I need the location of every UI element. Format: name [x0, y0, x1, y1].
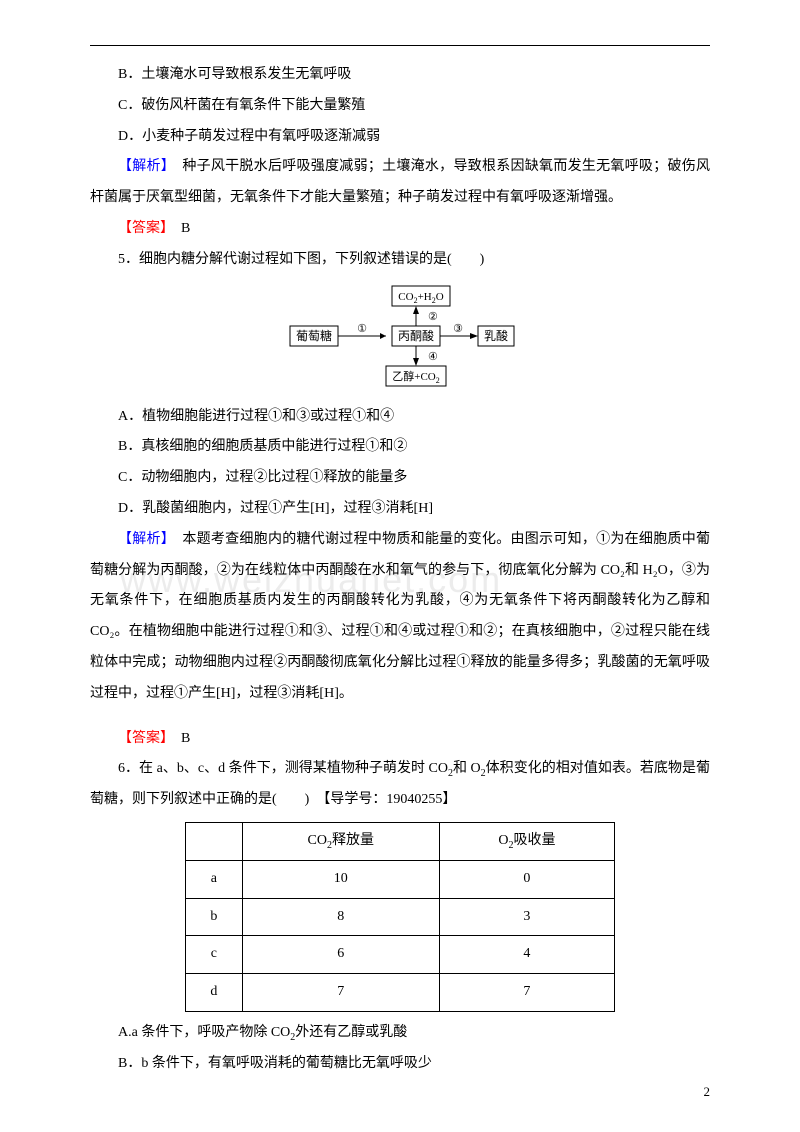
- table-header: [186, 822, 243, 860]
- q5-option-d: D．乳酸菌细胞内，过程①产生[H]，过程③消耗[H]: [90, 494, 710, 525]
- table-cell: d: [186, 974, 243, 1012]
- q5-option-a: A．植物细胞能进行过程①和③或过程①和④: [90, 402, 710, 433]
- table-cell: 10: [242, 860, 439, 898]
- table-cell: b: [186, 898, 243, 936]
- table-cell: 0: [439, 860, 614, 898]
- svg-text:CO2+H2O: CO2+H2O: [398, 291, 443, 305]
- q5-option-b: B．真核细胞的细胞质基质中能进行过程①和②: [90, 432, 710, 463]
- table-cell: c: [186, 936, 243, 974]
- table-row: b 8 3: [186, 898, 615, 936]
- q5-stem: 5．细胞内糖分解代谢过程如下图，下列叙述错误的是( ): [90, 245, 710, 276]
- svg-text:③: ③: [453, 323, 463, 335]
- svg-text:④: ④: [428, 351, 438, 363]
- svg-text:②: ②: [428, 311, 438, 323]
- svg-text:①: ①: [357, 323, 367, 335]
- table-header: O2吸收量: [439, 822, 614, 860]
- q5-option-c: C．动物细胞内，过程②比过程①释放的能量多: [90, 463, 710, 494]
- table-cell: 3: [439, 898, 614, 936]
- q6-option-b: B．b 条件下，有氧呼吸消耗的葡萄糖比无氧呼吸少: [90, 1049, 710, 1080]
- q4-answer: 【答案】 B: [90, 214, 710, 245]
- analysis-label: 【解析】: [118, 532, 168, 547]
- spacer: [90, 710, 710, 724]
- svg-text:乙醇+CO2: 乙醇+CO2: [392, 369, 439, 385]
- q4-option-b: B．土壤淹水可导致根系发生无氧呼吸: [90, 60, 710, 91]
- analysis-text: 本题考查细胞内的糖代谢过程中物质和能量的变化。由图示可知，①为在细胞质中葡萄糖分…: [90, 532, 710, 701]
- table-row: c 6 4: [186, 936, 615, 974]
- q4-analysis: 【解析】 种子风干脱水后呼吸强度减弱；土壤淹水，导致根系因缺氧而发生无氧呼吸；破…: [90, 152, 710, 214]
- analysis-text: 种子风干脱水后呼吸强度减弱；土壤淹水，导致根系因缺氧而发生无氧呼吸；破伤风杆菌属…: [90, 159, 710, 205]
- table-row: a 10 0: [186, 860, 615, 898]
- svg-text:葡萄糖: 葡萄糖: [296, 328, 332, 343]
- table-header-row: CO2释放量 O2吸收量: [186, 822, 615, 860]
- q5-analysis: 【解析】 本题考查细胞内的糖代谢过程中物质和能量的变化。由图示可知，①为在细胞质…: [90, 525, 710, 710]
- metabolism-diagram: CO2+H2O 葡萄糖 丙酮酸 乳酸 乙醇+CO2 ① ② ③ ④: [280, 284, 520, 394]
- top-rule: [90, 45, 710, 46]
- q6-stem: 6．在 a、b、c、d 条件下，测得某植物种子萌发时 CO2和 O2体积变化的相…: [90, 754, 710, 816]
- table-cell: 6: [242, 936, 439, 974]
- analysis-label: 【解析】: [118, 159, 168, 174]
- q6-option-a: A.a 条件下，呼吸产物除 CO2外还有乙醇或乳酸: [90, 1018, 710, 1049]
- answer-value: B: [167, 221, 190, 236]
- table-cell: a: [186, 860, 243, 898]
- table-row: d 7 7: [186, 974, 615, 1012]
- q5-answer: 【答案】 B: [90, 724, 710, 755]
- svg-text:乳酸: 乳酸: [484, 328, 508, 343]
- page-number: 2: [704, 1078, 711, 1107]
- answer-value: B: [167, 731, 190, 746]
- q4-option-c: C．破伤风杆菌在有氧条件下能大量繁殖: [90, 91, 710, 122]
- q5-diagram: CO2+H2O 葡萄糖 丙酮酸 乳酸 乙醇+CO2 ① ② ③ ④: [90, 284, 710, 394]
- table-cell: 7: [242, 974, 439, 1012]
- q6-table: CO2释放量 O2吸收量 a 10 0 b 8 3 c 6 4 d 7 7: [90, 822, 710, 1012]
- table-header: CO2释放量: [242, 822, 439, 860]
- table-cell: 8: [242, 898, 439, 936]
- table-cell: 4: [439, 936, 614, 974]
- table-cell: 7: [439, 974, 614, 1012]
- answer-label: 【答案】: [118, 221, 167, 236]
- svg-text:丙酮酸: 丙酮酸: [398, 328, 434, 343]
- answer-label: 【答案】: [118, 731, 167, 746]
- q4-option-d: D．小麦种子萌发过程中有氧呼吸逐渐减弱: [90, 122, 710, 153]
